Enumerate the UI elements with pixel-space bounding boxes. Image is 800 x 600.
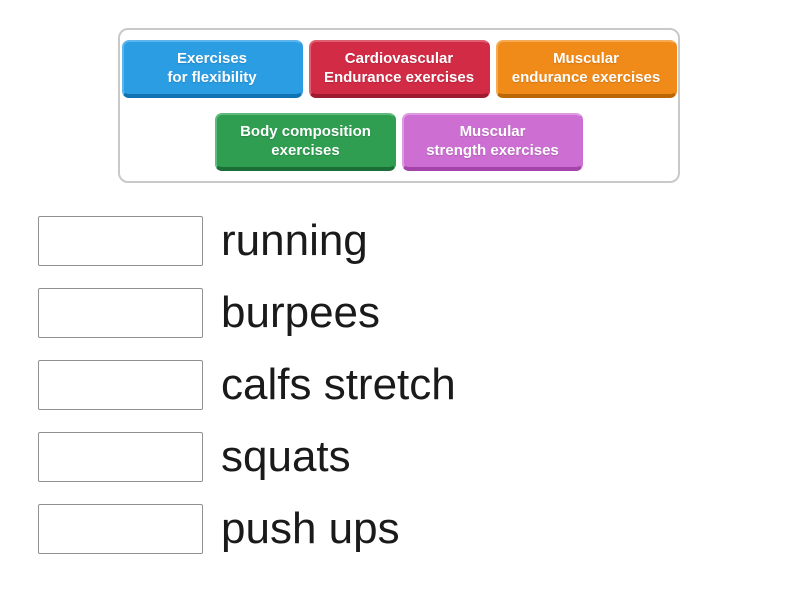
question-row-calfs-stretch: calfs stretch xyxy=(38,359,456,411)
drop-target-squats[interactable] xyxy=(38,432,203,482)
question-label: running xyxy=(221,216,368,265)
chip-exercises-for-flexibility[interactable]: Exercises for flexibility xyxy=(121,40,303,98)
question-label: squats xyxy=(221,432,351,481)
chip-muscular-endurance-exercises[interactable]: Muscular endurance exercises xyxy=(495,40,677,98)
question-label: calfs stretch xyxy=(221,360,456,409)
question-label: burpees xyxy=(221,288,381,337)
chip-body-composition-exercises[interactable]: Body composition exercises xyxy=(215,113,396,171)
answer-bank: Exercises for flexibility Cardiovascular… xyxy=(118,28,680,183)
question-row-push-ups: push ups xyxy=(38,503,456,555)
question-row-running: running xyxy=(38,215,456,267)
drop-target-burpees[interactable] xyxy=(38,288,203,338)
question-row-squats: squats xyxy=(38,431,456,483)
answer-bank-row-1: Exercises for flexibility Cardiovascular… xyxy=(121,40,677,98)
question-label: push ups xyxy=(221,504,400,553)
question-list: running burpees calfs stretch squats pus… xyxy=(38,215,456,555)
question-row-burpees: burpees xyxy=(38,287,456,339)
chip-muscular-strength-exercises[interactable]: Muscular strength exercises xyxy=(402,113,583,171)
answer-bank-row-2: Body composition exercises Muscular stre… xyxy=(215,113,583,171)
drop-target-running[interactable] xyxy=(38,216,203,266)
drop-target-calfs-stretch[interactable] xyxy=(38,360,203,410)
drop-target-push-ups[interactable] xyxy=(38,504,203,554)
chip-cardiovascular-endurance-exercises[interactable]: Cardiovascular Endurance exercises xyxy=(308,40,490,98)
